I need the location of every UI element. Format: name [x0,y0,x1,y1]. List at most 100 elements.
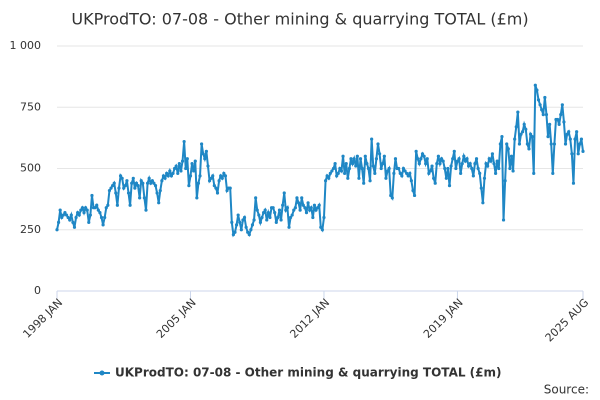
point [171,171,175,175]
point [319,225,323,229]
point [217,179,221,183]
point [439,157,444,161]
x-tick-label: 2005 JAN [154,296,199,341]
point [573,137,577,141]
point [521,130,525,134]
point [390,196,394,200]
point [99,215,104,220]
point [149,181,153,185]
point [470,166,474,171]
point [118,174,123,178]
point [517,142,522,146]
point [462,154,466,158]
point [555,117,560,122]
point [222,171,226,175]
point [114,191,118,195]
point [430,164,434,168]
point [134,181,139,185]
point [241,218,245,222]
point [424,162,428,166]
point [85,208,89,212]
point [509,154,514,158]
point [382,154,386,158]
point [72,225,77,229]
y-tick-label: 750 [20,100,41,113]
point [246,230,250,234]
point [69,213,73,217]
point [389,193,393,198]
point [255,208,259,212]
point [336,171,340,175]
y-tick-label: 1 000 [10,39,42,52]
point [393,157,398,161]
point [486,164,490,168]
point [533,83,537,87]
point [265,218,269,222]
point [133,186,137,190]
x-tick-label: 2019 JAN [421,296,466,341]
point [575,130,579,134]
point [95,203,99,207]
point [570,152,574,156]
point [187,184,191,188]
point [209,176,213,180]
point [64,213,69,217]
point [536,98,541,102]
point [479,186,483,190]
point [551,171,555,175]
point [544,113,549,117]
point [352,157,356,161]
point [441,159,445,163]
point [411,188,415,193]
point [500,135,504,139]
point [451,157,455,161]
point [281,203,285,207]
point [193,159,197,163]
point [239,228,243,232]
point [381,162,385,166]
point [123,184,127,188]
point [409,179,413,183]
point [357,176,361,180]
point [465,157,469,161]
point [330,169,334,173]
point [463,159,468,163]
point [377,152,382,156]
point [234,223,239,227]
point [306,201,310,205]
point [93,206,97,210]
point [180,159,185,163]
point [141,181,145,185]
point [168,169,172,173]
point [184,166,188,171]
point [98,211,102,215]
point [125,179,129,183]
point [158,188,162,193]
point [284,208,288,212]
point [363,154,367,158]
point [497,166,501,171]
point [169,174,174,178]
point [493,171,498,175]
y-tick-label: 0 [34,284,41,297]
point [290,213,294,217]
point [557,122,561,126]
point [349,157,353,161]
point [436,154,440,158]
point [138,196,142,200]
point [408,171,412,175]
point [323,179,328,183]
point [419,157,423,161]
point [487,157,491,161]
point [355,154,359,158]
point [506,147,510,151]
point [457,157,461,161]
point [387,166,391,171]
point [444,176,448,180]
point [328,171,332,175]
point [385,169,390,173]
point [77,213,81,217]
point [112,181,116,185]
point [76,211,80,215]
